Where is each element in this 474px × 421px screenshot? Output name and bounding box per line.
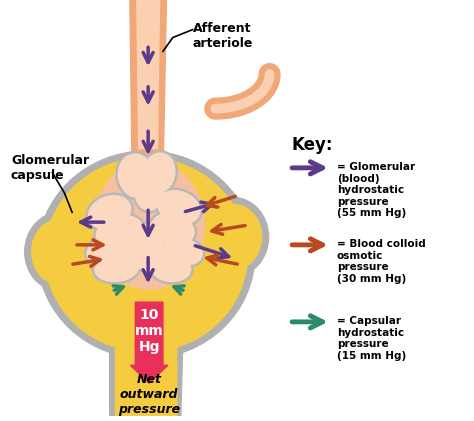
Ellipse shape (140, 250, 172, 274)
Polygon shape (109, 306, 182, 416)
Ellipse shape (37, 151, 255, 358)
FancyArrow shape (130, 302, 168, 383)
Ellipse shape (158, 191, 200, 224)
Ellipse shape (45, 158, 247, 352)
Ellipse shape (94, 161, 204, 289)
Ellipse shape (87, 238, 126, 266)
Ellipse shape (135, 175, 163, 210)
Ellipse shape (134, 224, 164, 260)
Ellipse shape (25, 212, 96, 291)
Ellipse shape (152, 214, 194, 245)
Ellipse shape (149, 253, 193, 284)
Ellipse shape (204, 204, 262, 269)
Text: Glomerular
capsule: Glomerular capsule (11, 154, 89, 182)
Text: Net
outward
pressure: Net outward pressure (118, 373, 180, 416)
Text: = Blood colloid
osmotic
pressure
(30 mm Hg): = Blood colloid osmotic pressure (30 mm … (337, 239, 426, 284)
Ellipse shape (86, 193, 133, 231)
Ellipse shape (94, 213, 145, 251)
Text: = Glomerular
(blood)
hydrostatic
pressure
(55 mm Hg): = Glomerular (blood) hydrostatic pressur… (337, 162, 415, 218)
Ellipse shape (85, 235, 129, 268)
Ellipse shape (133, 172, 165, 213)
Ellipse shape (151, 256, 191, 282)
Ellipse shape (118, 154, 154, 197)
Ellipse shape (198, 197, 269, 277)
Polygon shape (116, 306, 177, 416)
Ellipse shape (123, 241, 159, 269)
Text: = Capsular
hydrostatic
pressure
(15 mm Hg): = Capsular hydrostatic pressure (15 mm H… (337, 316, 406, 361)
Ellipse shape (163, 239, 202, 265)
Ellipse shape (121, 238, 162, 271)
Ellipse shape (138, 247, 174, 276)
Ellipse shape (155, 188, 202, 226)
Ellipse shape (141, 151, 177, 195)
Ellipse shape (32, 219, 89, 284)
Ellipse shape (143, 153, 175, 192)
Ellipse shape (95, 256, 138, 282)
Ellipse shape (92, 253, 141, 284)
Ellipse shape (89, 196, 131, 229)
Ellipse shape (149, 211, 197, 247)
Ellipse shape (132, 222, 166, 262)
Text: Afferent
arteriole: Afferent arteriole (192, 22, 253, 50)
Ellipse shape (116, 152, 157, 200)
Ellipse shape (96, 216, 143, 248)
Text: Key:: Key: (292, 136, 333, 154)
Ellipse shape (161, 236, 205, 267)
Text: 10
mm
Hg: 10 mm Hg (135, 308, 164, 354)
